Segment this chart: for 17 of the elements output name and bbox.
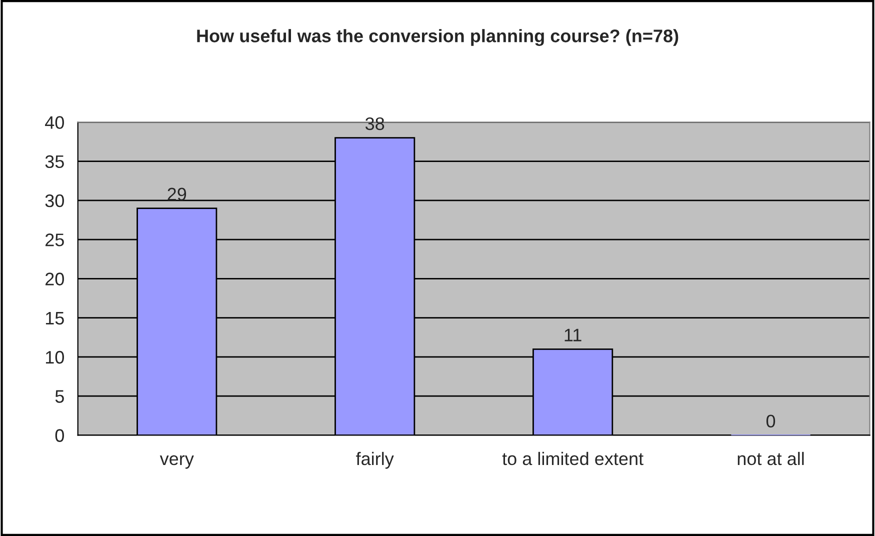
chart-title: How useful was the conversion planning course? (n=78) [197, 29, 678, 46]
y-tick-label: 5 [55, 390, 64, 403]
data-label: 0 [766, 414, 776, 428]
x-tick-label: very [160, 455, 194, 469]
y-tick-label: 25 [46, 234, 64, 246]
x-tick-label: to a limited extent [502, 452, 644, 466]
y-tick-label: 20 [46, 272, 64, 286]
data-label: 29 [168, 188, 186, 201]
data-label: 11 [564, 328, 582, 342]
y-tick-label: 0 [55, 429, 64, 442]
y-tick-label: 30 [45, 194, 64, 208]
y-tick-label: 40 [45, 116, 64, 129]
x-tick-label: not at all [738, 452, 804, 466]
y-tick-label: 10 [46, 350, 64, 364]
y-tick-label: 35 [45, 155, 64, 168]
x-tick-label: fairly [356, 452, 394, 469]
y-tick-label: 15 [46, 312, 64, 325]
